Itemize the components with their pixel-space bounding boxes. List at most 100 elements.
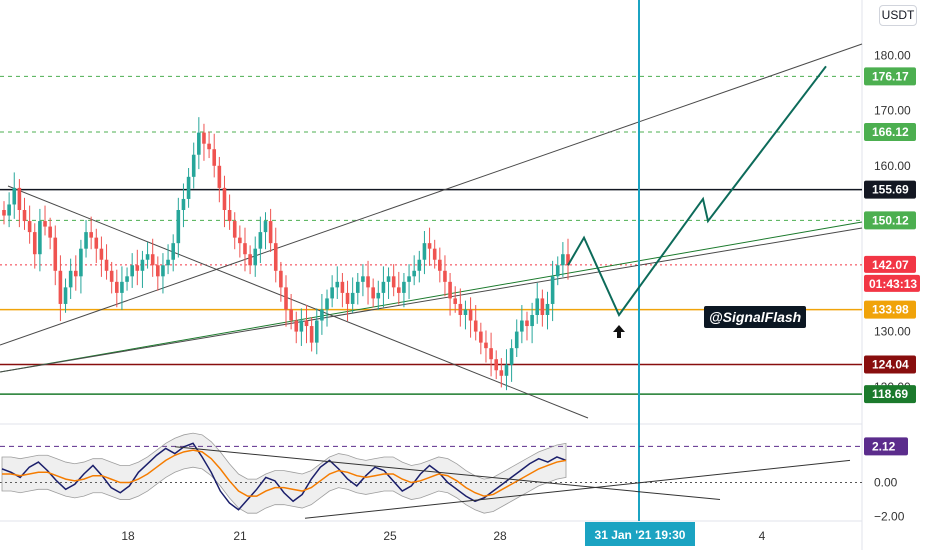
candle-body [150,254,155,266]
candle-body [509,348,514,365]
candle-body [320,309,324,321]
level-badge [864,255,916,273]
candle-body [202,132,206,144]
time-tick: 4 [759,529,766,543]
candle-body [284,287,288,310]
level-badge [864,355,916,374]
candle-body [238,237,242,244]
candle-body [453,298,457,304]
candle-body [268,221,273,244]
candle-body [566,254,570,266]
indicator-trend-line [174,446,721,501]
candle-body [473,320,478,332]
candle-body [140,259,145,271]
candle-body [104,259,109,271]
candle-body [130,265,134,277]
crosshair-time-badge [585,522,695,546]
candle-body [94,237,99,249]
candle-body [63,287,68,304]
candle-body [304,320,309,327]
candle-body [125,276,129,282]
time-tick: 18 [121,529,135,543]
time-tick: 21 [233,529,247,543]
trend-line [7,185,589,419]
candle-body [366,276,370,288]
candle-body [407,276,411,282]
candle-body [186,176,191,199]
candle-body [7,204,11,216]
candle-body [120,281,124,293]
candle-body [73,270,78,277]
candle-body [222,187,227,210]
candle-body [468,309,473,321]
trend-line [0,43,863,346]
candle-body [12,187,17,205]
projection-path [567,65,827,338]
price-axis: 180.00170.00160.00130.00120.00176.17166.… [864,48,920,524]
candle-body [38,221,42,255]
indicator-tick: −2.00 [874,510,905,524]
candle-body [227,210,232,222]
candle-body [263,221,268,233]
candle-body [176,210,181,244]
level-badge-label: 118.69 [872,387,908,401]
level-badge [864,180,916,199]
candle-body [17,187,22,210]
time-axis: 18 21 25 28 4 31 Jan '21 19:30 [121,522,766,546]
crosshair-time-label: 31 Jan '21 19:30 [595,528,686,542]
candle-body [494,359,499,371]
candle-body [166,259,170,266]
candle-body [243,243,247,255]
candle-body [381,281,386,293]
candle-body [545,303,550,315]
candle-body [350,292,355,304]
level-badge-label: 133.98 [872,303,909,317]
level-badge-label: 155.69 [872,183,909,197]
candle-body [422,243,427,260]
candle-body [109,270,114,282]
candle-body [48,226,52,238]
candle-body [58,270,63,304]
candle-body [479,331,483,343]
candle-body [412,270,416,277]
candle-body [376,292,381,299]
candle-body [181,198,186,210]
candle-body [391,276,396,288]
level-badge [864,211,916,230]
indicator-level-badge [864,437,908,456]
trend-line [0,227,863,373]
level-badge-label: 166.12 [872,125,909,139]
candle-body [79,248,83,277]
level-badge [864,300,916,319]
currency-label[interactable]: USDT [879,5,917,26]
candle-body [84,232,88,249]
candle-body [294,320,299,332]
candle-body [361,276,365,282]
candle-body [145,254,150,260]
candle-body [273,243,278,271]
oscillator-pane [0,432,862,519]
candle-body [489,348,493,360]
candle-body [27,221,32,233]
author-watermark: @SignalFlash [704,306,807,328]
candle-body [258,232,263,249]
candle-body [335,281,340,288]
candle-body [279,270,283,288]
level-badge [864,385,916,404]
candle-body [463,309,468,315]
price-tick: 180.00 [874,48,911,62]
trend-line [0,221,863,373]
candle-body [514,331,519,349]
candle-body [448,281,452,299]
candle-body [289,309,293,321]
candle-body [432,248,437,260]
candle-body [371,287,375,299]
band-area [1,432,567,514]
grid [0,0,863,550]
candle-body [525,320,529,327]
candle-body [484,342,488,349]
candle-body [550,276,555,304]
candle-body [299,320,304,332]
candle-body [232,221,237,238]
